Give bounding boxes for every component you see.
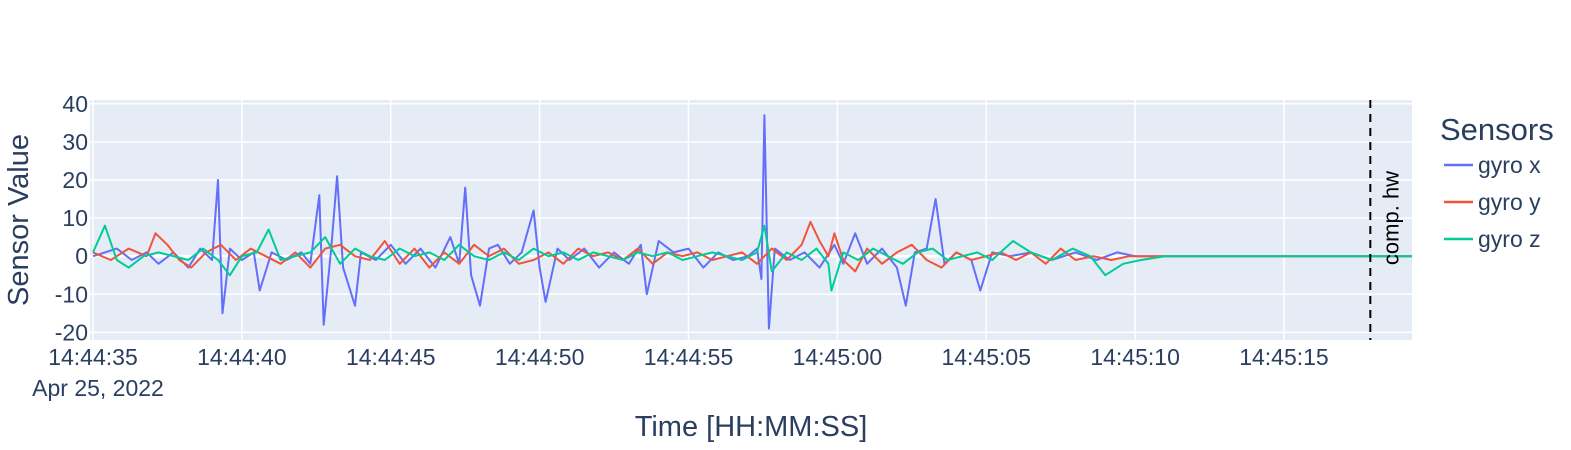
series-line-gyro-y — [92, 220, 1412, 273]
y-tick-label: 10 — [62, 205, 88, 231]
plot-area — [90, 100, 1412, 340]
x-tick-label: 14:44:35 — [48, 344, 138, 370]
series-line-gyro-z — [92, 224, 1412, 292]
y-tick-label: 40 — [62, 91, 88, 117]
series-lines — [92, 114, 1412, 330]
x-tick-label: 14:45:05 — [941, 344, 1031, 370]
x-tick-label: 14:45:10 — [1090, 344, 1180, 370]
x-tick-label: 14:45:15 — [1239, 344, 1329, 370]
x-tick-label: 14:44:40 — [197, 344, 287, 370]
legend-entry: gyro x — [1478, 152, 1541, 178]
annotation-label: comp. hw — [1378, 171, 1403, 265]
y-tick-label: -10 — [55, 281, 88, 307]
legend-entry: gyro z — [1478, 226, 1541, 252]
x-tick-label: 14:45:00 — [793, 344, 883, 370]
y-tick-label: 0 — [75, 243, 88, 269]
y-tick-labels: 40 30 20 10 0 -10 -20 — [55, 91, 88, 346]
legend-entry: gyro y — [1478, 189, 1541, 215]
legend: Sensors gyro x gyro y gyro z — [1440, 112, 1554, 252]
x-tick-label: 14:44:50 — [495, 344, 585, 370]
annotation: comp. hw — [1369, 100, 1403, 340]
y-tick-label: 20 — [62, 167, 88, 193]
x-tick-label: 14:44:55 — [644, 344, 734, 370]
x-tick-labels: 14:44:35 14:44:40 14:44:45 14:44:50 14:44:55… — [48, 344, 1329, 370]
date-label: Apr 25, 2022 — [32, 375, 164, 401]
y-axis-title: Sensor Value — [3, 134, 35, 306]
x-gridlines — [92, 100, 1285, 340]
y-tick-label: -20 — [55, 319, 88, 345]
x-tick-label: 14:44:45 — [346, 344, 436, 370]
y-tick-label: 30 — [62, 129, 88, 155]
x-axis-title: Time [HH:MM:SS] — [635, 411, 868, 443]
legend-title: Sensors — [1440, 112, 1554, 147]
